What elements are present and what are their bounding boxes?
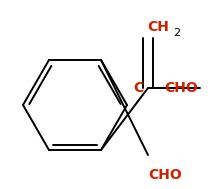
Text: CHO: CHO xyxy=(148,168,182,182)
Text: 2: 2 xyxy=(173,28,180,38)
Text: C: C xyxy=(133,81,143,95)
Text: CH: CH xyxy=(147,20,169,34)
Text: CHO: CHO xyxy=(164,81,198,95)
